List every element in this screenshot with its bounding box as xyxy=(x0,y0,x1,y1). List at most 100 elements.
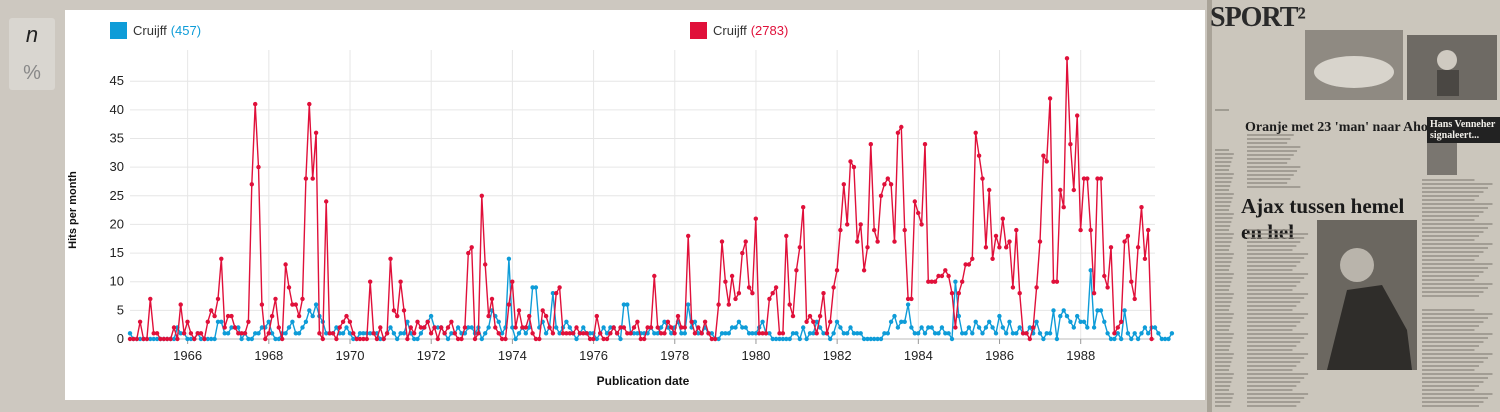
data-point xyxy=(188,331,194,336)
data-point xyxy=(263,336,268,342)
data-point xyxy=(1058,187,1063,193)
data-point xyxy=(543,331,549,336)
data-point xyxy=(736,291,742,296)
data-point xyxy=(296,331,302,336)
data-point xyxy=(679,325,684,330)
data-point xyxy=(374,336,380,342)
data-point xyxy=(713,336,718,342)
data-point xyxy=(828,336,833,342)
data-point xyxy=(993,233,999,239)
data-point xyxy=(334,325,339,330)
count-mode-button[interactable]: n xyxy=(25,22,39,47)
legend-item-series-1[interactable]: Cruijff (457) xyxy=(110,22,201,39)
data-point xyxy=(1159,336,1165,342)
data-point xyxy=(868,336,873,342)
newspaper-headline-3: Ajax tussen hemel en hel xyxy=(1241,193,1404,245)
y-tick-label: 30 xyxy=(110,159,124,174)
data-point xyxy=(131,336,136,342)
series-line-2 xyxy=(130,57,1153,340)
data-point xyxy=(313,302,319,307)
newspaper-masthead: SPORT² xyxy=(1210,2,1306,33)
data-point xyxy=(307,101,312,107)
data-point xyxy=(912,199,917,204)
data-point xyxy=(1135,245,1141,250)
data-point xyxy=(990,325,995,330)
data-point xyxy=(452,331,457,336)
data-point xyxy=(1044,331,1049,336)
data-point xyxy=(378,325,383,330)
data-point xyxy=(1068,142,1073,147)
data-point xyxy=(273,336,278,342)
data-point xyxy=(743,239,748,244)
data-point xyxy=(253,331,258,336)
data-point xyxy=(753,331,758,336)
data-point xyxy=(455,336,461,342)
data-point xyxy=(807,313,813,319)
data-point xyxy=(520,325,525,330)
data-point xyxy=(527,325,532,330)
data-point xyxy=(780,331,786,336)
data-point xyxy=(926,325,931,330)
data-point xyxy=(472,336,478,342)
data-point xyxy=(1102,319,1107,324)
data-point xyxy=(219,256,224,261)
data-point xyxy=(1075,313,1080,319)
data-point xyxy=(946,273,951,279)
data-point xyxy=(530,331,535,336)
data-point xyxy=(1037,239,1043,244)
data-point xyxy=(527,313,532,319)
data-point xyxy=(307,308,312,313)
data-point xyxy=(523,325,528,330)
data-point xyxy=(225,331,231,336)
data-point xyxy=(401,308,407,313)
data-point xyxy=(550,291,556,296)
data-point xyxy=(550,331,556,336)
data-point xyxy=(811,331,816,336)
data-point xyxy=(486,325,491,330)
data-point xyxy=(584,331,589,336)
data-point xyxy=(1162,336,1168,342)
y-tick-label: 25 xyxy=(110,188,124,203)
data-point xyxy=(787,336,792,342)
data-point xyxy=(621,302,627,307)
data-point xyxy=(249,182,254,187)
data-point xyxy=(1058,313,1063,319)
data-point xyxy=(236,325,241,330)
y-tick-label: 40 xyxy=(110,102,124,117)
data-point xyxy=(205,336,210,342)
data-point xyxy=(1007,239,1012,244)
data-point xyxy=(997,313,1002,319)
data-point xyxy=(459,336,464,342)
data-point xyxy=(1007,319,1012,324)
data-point xyxy=(574,325,579,330)
data-point xyxy=(412,336,417,342)
data-point xyxy=(797,336,802,342)
data-point xyxy=(922,331,928,336)
percent-mode-button[interactable]: % xyxy=(23,61,41,84)
data-point xyxy=(1020,331,1026,336)
data-point xyxy=(604,336,610,342)
newspaper-page-image[interactable]: SPORT² Oranje met 23 'man' naar Ahoy' Ha… xyxy=(1207,0,1500,412)
data-point xyxy=(466,325,471,330)
data-point xyxy=(1061,308,1066,313)
data-point xyxy=(1125,233,1131,239)
data-point xyxy=(1125,331,1131,336)
data-point xyxy=(1115,325,1121,330)
data-point xyxy=(834,268,840,273)
data-point xyxy=(804,319,809,324)
data-point xyxy=(949,336,955,342)
y-tick-label: 20 xyxy=(110,216,124,231)
legend-item-series-2[interactable]: Cruijff (2783) xyxy=(690,22,788,39)
data-point xyxy=(401,331,407,336)
data-point xyxy=(276,336,281,342)
data-point xyxy=(817,313,823,319)
data-point xyxy=(236,331,241,336)
data-point xyxy=(398,279,403,284)
data-point xyxy=(340,319,346,324)
data-point xyxy=(449,331,454,336)
data-point xyxy=(858,222,863,227)
data-point xyxy=(990,256,995,261)
data-point xyxy=(405,319,410,324)
data-point xyxy=(587,336,593,342)
data-point xyxy=(496,319,501,324)
